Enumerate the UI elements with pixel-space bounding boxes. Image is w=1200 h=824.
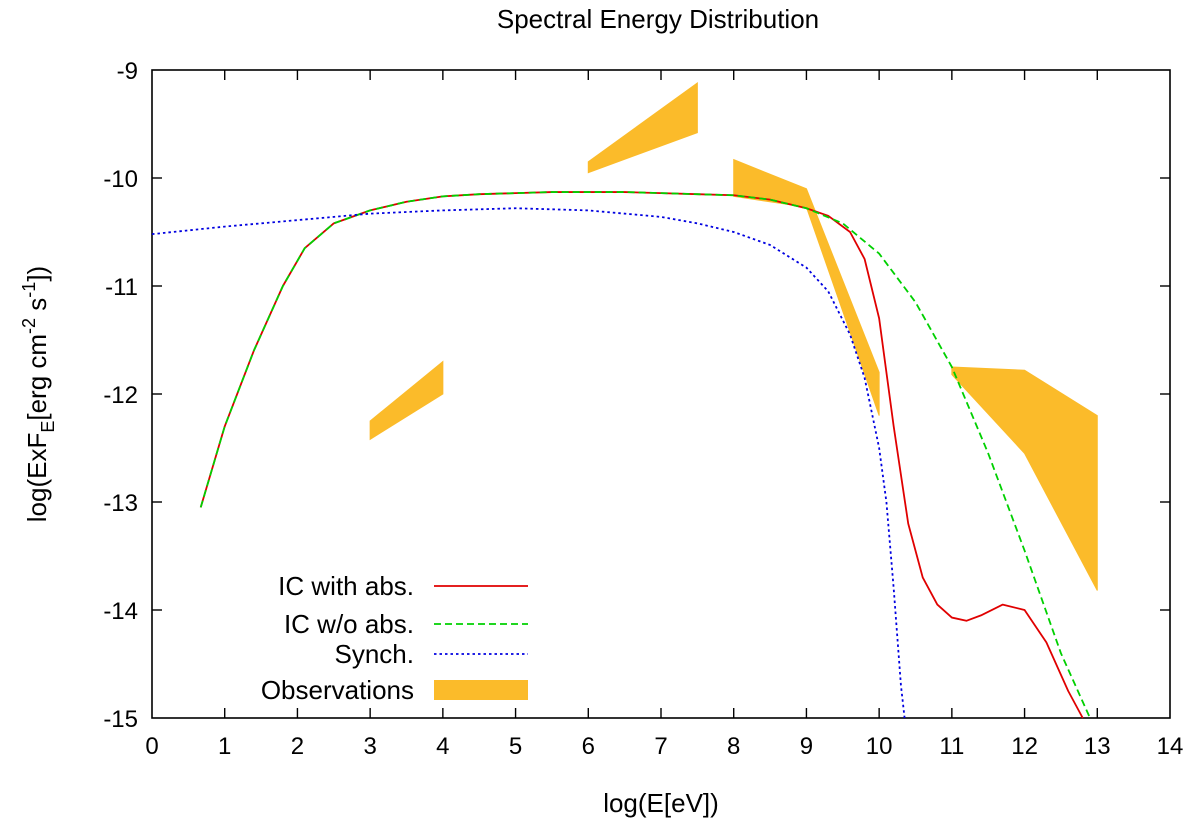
y-tick-label: -9 (117, 58, 138, 85)
legend-label: Synch. (335, 639, 415, 669)
legend: IC with abs. IC w/o abs.Synch. Observation… (261, 571, 528, 705)
x-tick-label: 12 (1011, 733, 1038, 760)
legend-label: IC w/o abs. (284, 609, 414, 639)
observation-band-4 (951, 366, 1098, 591)
x-tick-label: 6 (582, 733, 595, 760)
observations-layer (369, 81, 1098, 591)
legend-label: IC with abs. (278, 571, 414, 601)
y-tick-label: -12 (103, 382, 138, 409)
x-tick-label: 14 (1157, 733, 1184, 760)
x-tick-label: 10 (866, 733, 893, 760)
y-axis-title-part: ]) (22, 266, 52, 282)
y-axis-title-superscript: -2 (19, 318, 39, 334)
y-axis-title-subscript: E (38, 421, 58, 433)
series-line-ic-w-o-abs (199, 191, 1091, 719)
x-tick-label: 3 (363, 733, 376, 760)
ticks-layer: 0 1 2 3 4 5 6 7 8 9 10 11 12 13 14-15-14-13-12-11-10-9 (103, 58, 1183, 760)
y-axis-title: log(ExFE[erg cm-2 s-1]) (19, 266, 58, 522)
y-tick-label: -10 (103, 166, 138, 193)
x-tick-label: 5 (509, 733, 522, 760)
legend-swatch (434, 680, 528, 700)
x-tick-label: 9 (800, 733, 813, 760)
y-axis-title-part: [erg cm (22, 334, 52, 421)
x-tick-label: 13 (1084, 733, 1111, 760)
series-line-synch (151, 207, 906, 719)
y-axis-title-superscript: -1 (19, 282, 39, 298)
observation-band-2 (587, 81, 698, 174)
chart-title: Spectral Energy Distribution (497, 4, 819, 34)
observation-band-1 (369, 360, 444, 441)
x-tick-label: 1 (218, 733, 231, 760)
y-axis-title-part: s (22, 298, 52, 318)
x-tick-label: 0 (145, 733, 158, 760)
legend-label: Observations (261, 675, 414, 705)
x-tick-label: 4 (436, 733, 449, 760)
series-line-ic-with-abs (199, 191, 1084, 719)
y-tick-label: -13 (103, 490, 138, 517)
x-tick-label: 2 (291, 733, 304, 760)
x-tick-label: 8 (727, 733, 740, 760)
y-axis-title-part: log(ExF (22, 433, 52, 523)
observation-band-3 (733, 158, 880, 416)
x-axis-title: log(E[eV]) (603, 788, 719, 818)
y-tick-label: -14 (103, 598, 138, 625)
x-tick-label: 7 (654, 733, 667, 760)
y-tick-label: -15 (103, 706, 138, 733)
y-tick-label: -11 (105, 274, 138, 301)
x-tick-label: 11 (939, 733, 964, 760)
series-layer (151, 191, 1091, 719)
